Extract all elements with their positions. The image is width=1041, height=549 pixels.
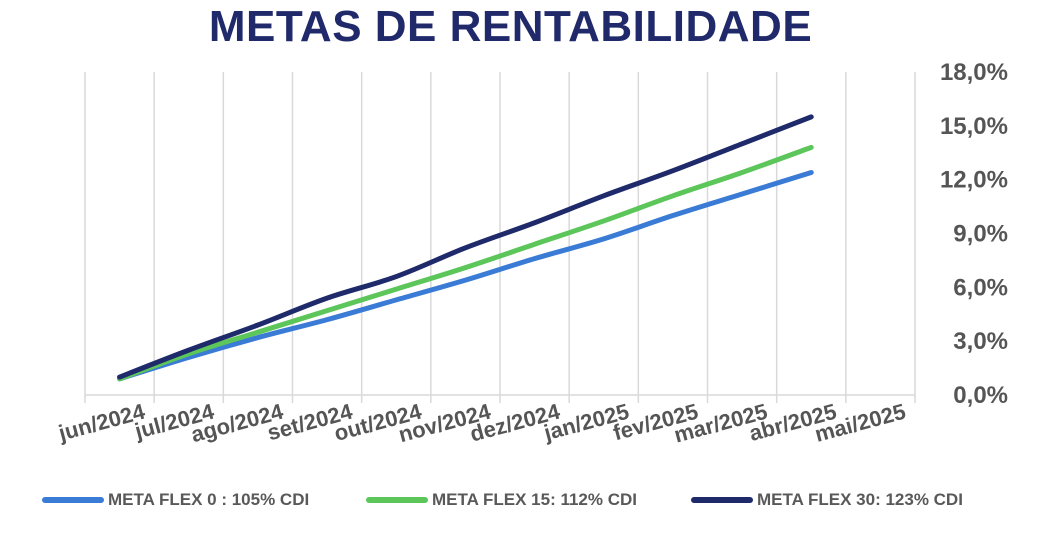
- y-tick-label: 15,0%: [940, 113, 1008, 140]
- legend-item: META FLEX 0 : 105% CDI: [42, 490, 309, 510]
- y-tick-label: 9,0%: [953, 221, 1008, 248]
- series-line-1: [117, 144, 814, 382]
- y-tick-label: 0,0%: [953, 382, 1008, 409]
- legend-label: META FLEX 0 : 105% CDI: [108, 490, 310, 509]
- legend-label: META FLEX 30: 123% CDI: [757, 490, 963, 509]
- x-axis: [84, 394, 916, 403]
- y-tick-label: 3,0%: [953, 328, 1008, 355]
- y-tick-label: 12,0%: [940, 167, 1008, 194]
- chart-title: METAS DE RENTABILIDADE: [208, 2, 813, 51]
- gridlines: [84, 72, 916, 395]
- legend-item: META FLEX 30: 123% CDI: [691, 490, 963, 510]
- x-tick-labels: jun/2024jul/2024ago/2024set/2024out/2024…: [55, 398, 908, 447]
- y-tick-labels: 0,0% 3,0% 6,0% 9,0% 12,0% 15,0% 18,0%: [940, 59, 1008, 409]
- legend-swatch: [691, 497, 753, 503]
- series-line-0: [117, 169, 814, 382]
- legend-item: META FLEX 15: 112% CDI: [366, 490, 637, 510]
- series-lines: [117, 114, 814, 382]
- series-line-2: [117, 114, 814, 380]
- legend-swatch: [42, 497, 104, 503]
- y-tick-label: 18,0%: [940, 59, 1008, 86]
- legend: META FLEX 0 : 105% CDI META FLEX 15: 112%…: [0, 490, 1041, 520]
- legend-swatch: [366, 497, 428, 503]
- y-tick-label: 6,0%: [953, 274, 1008, 301]
- legend-label: META FLEX 15: 112% CDI: [432, 490, 637, 509]
